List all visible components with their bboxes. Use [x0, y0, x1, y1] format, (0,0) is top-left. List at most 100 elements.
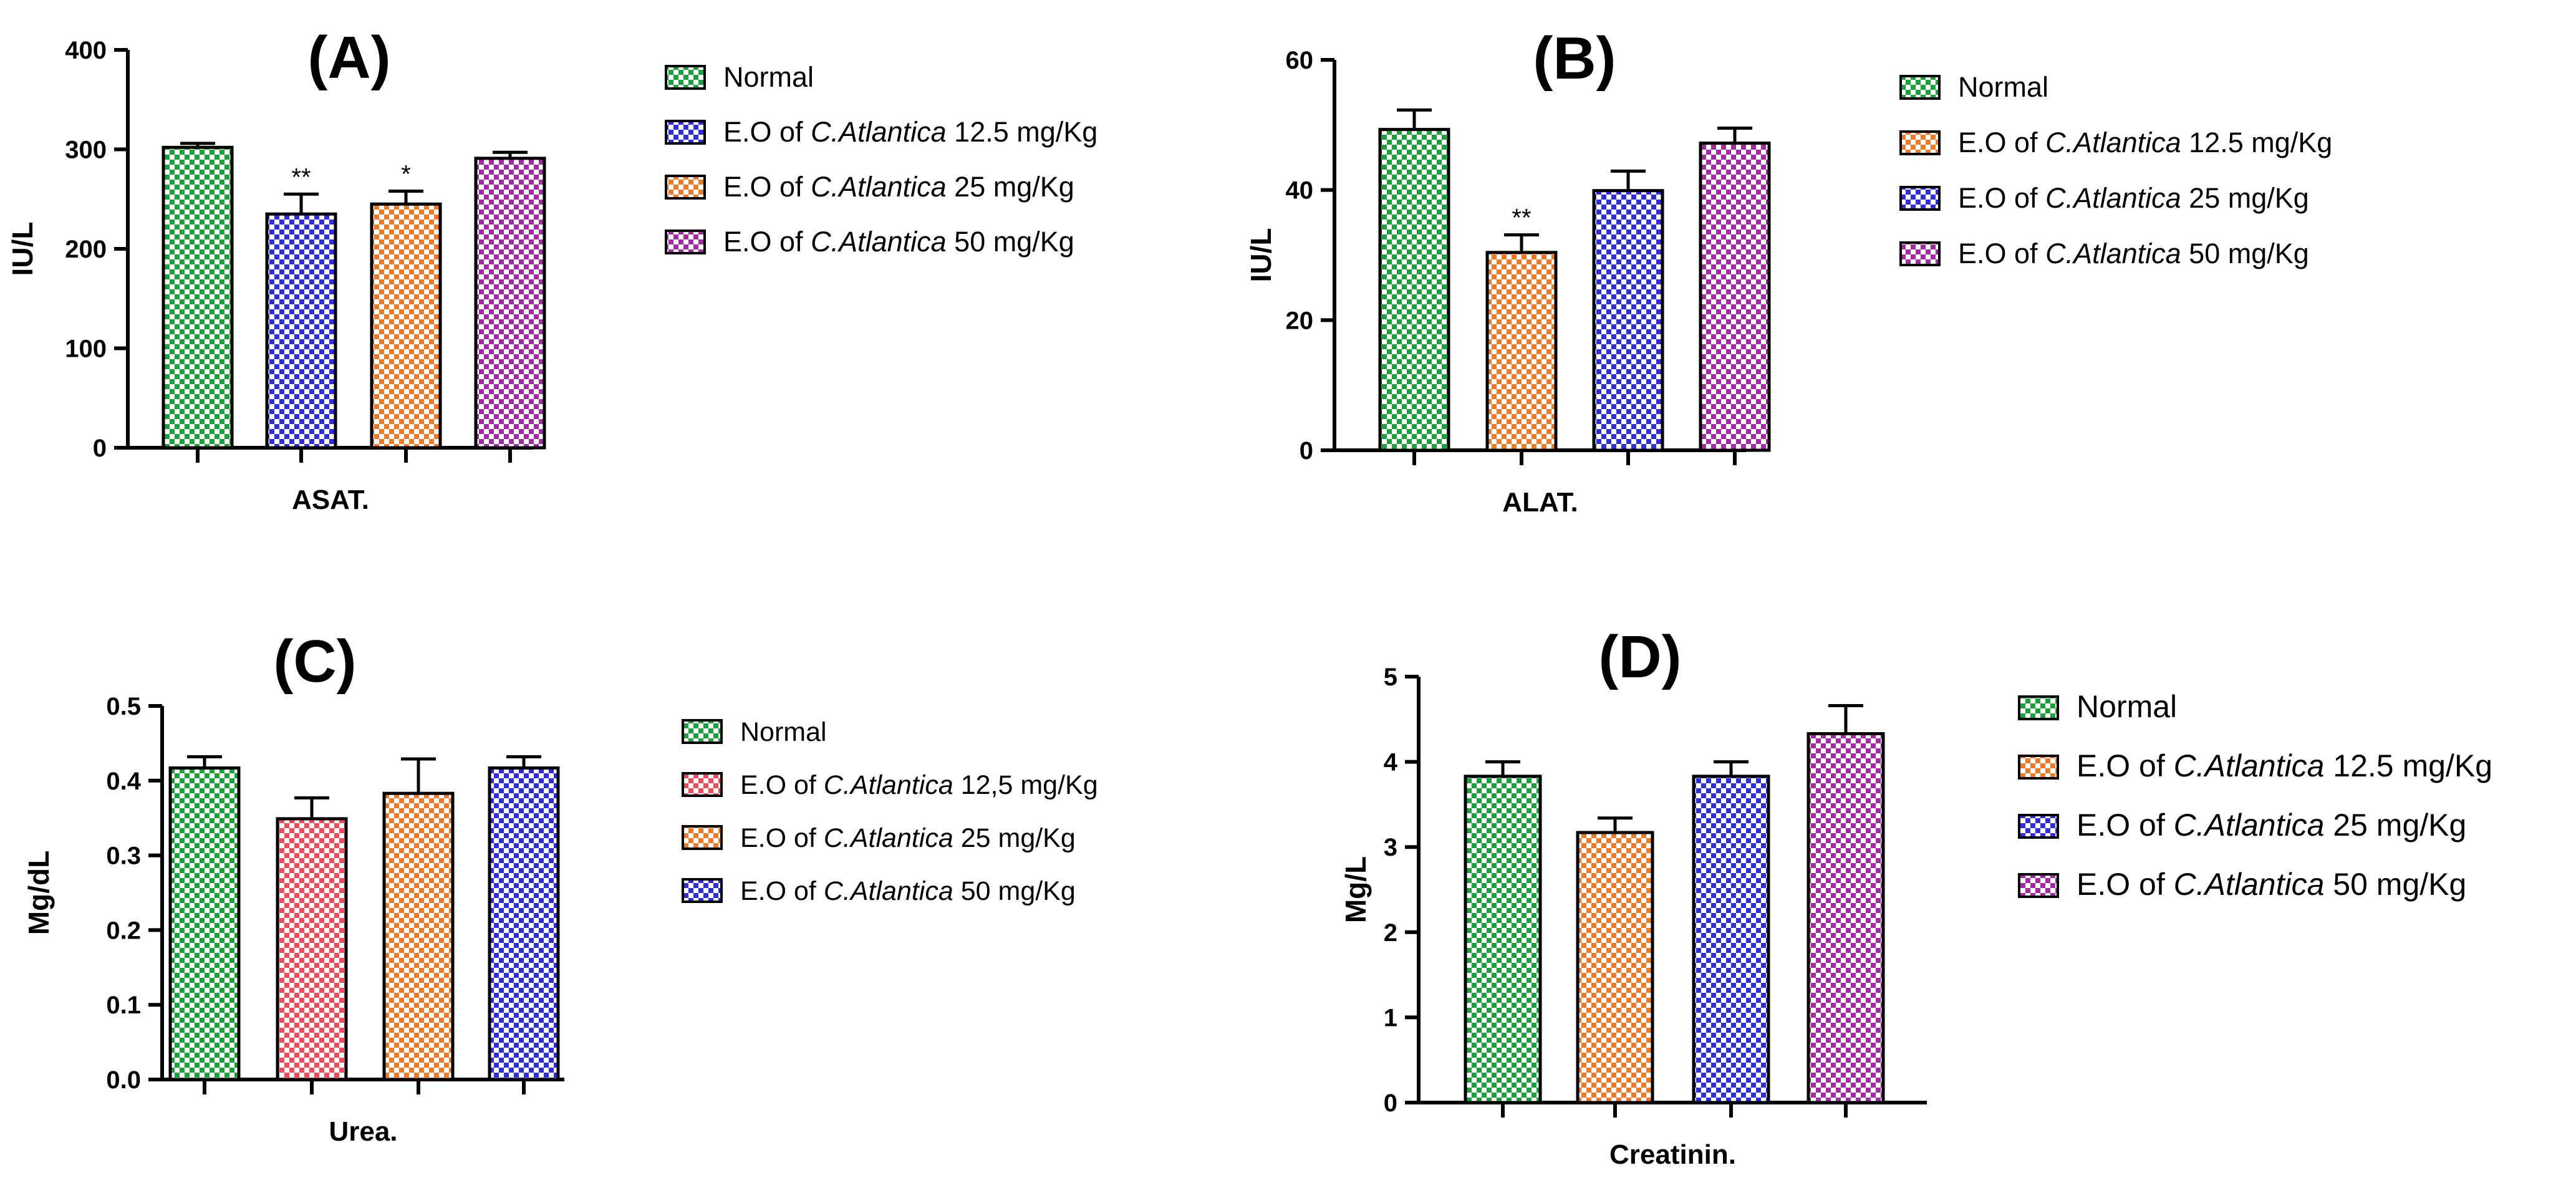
legend-swatch	[665, 120, 706, 145]
legend-label-prefix: E.O of	[1958, 238, 2045, 269]
panel-c: 0.0 0.1 0.2 0.3 0.4 0.5 Mg/dL Urea. (C) Normal E.O…	[22, 628, 1098, 1147]
bar-normal	[168, 766, 241, 1081]
legend-label-dose: 12,5 mg/Kg	[953, 770, 1098, 800]
legend-label-dose: 12.5 mg/Kg	[2181, 127, 2333, 158]
y-tick-label: 0.3	[106, 843, 141, 870]
legend-swatch	[682, 772, 723, 797]
bar-e-o-of-c-atlantica-50-mg-kg	[488, 766, 560, 1081]
legend-label-species: C.Atlantica	[811, 116, 947, 148]
legend-label-dose: 25 mg/Kg	[2181, 182, 2309, 214]
legend-label-prefix: E.O of	[723, 171, 811, 203]
y-tick-label: 0	[93, 435, 107, 462]
legend-label-dose: 50 mg/Kg	[953, 876, 1076, 906]
legend-label-prefix: E.O of	[740, 770, 824, 800]
legend-swatch	[2018, 814, 2059, 839]
bar-e-o-of-c-atlantica-50-mg-kg	[474, 157, 546, 450]
x-axis-label: ALAT.	[1502, 487, 1578, 518]
legend-swatch	[665, 229, 706, 254]
bar-e-o-of-c-atlantica-12-5-mg-kg	[276, 817, 348, 1081]
legend-label: E.O of C.Atlantica 12,5 mg/Kg	[740, 770, 1098, 800]
legend-swatch	[665, 65, 706, 90]
bar-e-o-of-c-atlantica-25-mg-kg	[382, 791, 455, 1081]
panel-b: 0 20 40 60 IU/L ** ALAT. (B) Normal E.O of C.Atla…	[1245, 25, 2332, 518]
y-tick-label: 100	[65, 336, 107, 363]
bar-e-o-of-c-atlantica-12-5-mg-kg	[1485, 251, 1558, 452]
legend-label-dose: 25 mg/Kg	[2324, 808, 2466, 843]
legend-label: E.O of C.Atlantica 12.5 mg/Kg	[1958, 127, 2332, 158]
y-axis-label: IU/L	[6, 222, 39, 276]
legend-swatch	[2018, 755, 2059, 780]
y-tick-label: 0	[1300, 437, 1313, 465]
legend-label: E.O of C.Atlantica 50 mg/Kg	[723, 226, 1074, 258]
legend-label-prefix: E.O of	[740, 823, 824, 853]
legend-label-species: C.Atlantica	[811, 226, 947, 258]
legend-swatch	[1899, 130, 1941, 155]
legend-label-species: C.Atlantica	[2045, 238, 2181, 269]
legend-label-prefix: E.O of	[2077, 808, 2174, 843]
panel-title: (B)	[1533, 25, 1616, 92]
y-tick-label: 300	[65, 137, 107, 164]
significance-marker: *	[401, 160, 411, 188]
legend-label-dose: 25 mg/Kg	[947, 171, 1074, 203]
legend-label-prefix: E.O of	[1958, 127, 2045, 158]
legend-label-prefix: E.O of	[723, 116, 811, 148]
y-tick-label: 200	[65, 236, 107, 263]
y-tick-label: 4	[1384, 749, 1398, 776]
legend-label: E.O of C.Atlantica 50 mg/Kg	[2077, 867, 2466, 902]
y-axis-label: Mg/dL	[22, 851, 55, 935]
y-tick-label: 20	[1286, 307, 1314, 334]
y-tick-label: 5	[1384, 664, 1397, 691]
legend-swatch	[665, 175, 706, 200]
panel-title: (D)	[1598, 624, 1681, 690]
legend-label-prefix: Normal	[1958, 71, 2048, 103]
legend-label-prefix: Normal	[740, 717, 827, 747]
x-axis-label: Urea.	[329, 1116, 397, 1147]
legend-label: Normal	[1958, 71, 2048, 103]
y-tick-label: 40	[1286, 177, 1314, 205]
x-axis-label: Creatinin.	[1609, 1139, 1736, 1170]
y-axis-label: IU/L	[1245, 228, 1277, 283]
legend-label-species: C.Atlantica	[2174, 808, 2325, 843]
y-tick-label: 2	[1384, 919, 1397, 947]
bar-e-o-of-c-atlantica-50-mg-kg	[1699, 142, 1771, 452]
legend-label-prefix: E.O of	[2077, 867, 2174, 902]
bar-e-o-of-c-atlantica-25-mg-kg	[1692, 775, 1770, 1104]
bar-e-o-of-c-atlantica-50-mg-kg	[1807, 732, 1885, 1104]
legend-label: E.O of C.Atlantica 25 mg/Kg	[1958, 182, 2309, 214]
y-tick-label: 400	[65, 37, 107, 64]
legend-swatch	[1899, 75, 1941, 100]
legend-label-species: C.Atlantica	[2174, 867, 2325, 902]
legend-label-species: C.Atlantica	[824, 823, 953, 853]
legend-swatch	[682, 719, 723, 744]
y-tick-label: 3	[1384, 834, 1397, 861]
legend-label-prefix: Normal	[2077, 689, 2177, 724]
legend-label: E.O of C.Atlantica 25 mg/Kg	[740, 823, 1076, 853]
y-tick-label: 0.4	[106, 768, 141, 795]
y-tick-label: 0.2	[106, 917, 141, 944]
legend-swatch	[1899, 186, 1941, 211]
legend-label-species: C.Atlantica	[824, 876, 953, 906]
y-tick-label: 60	[1286, 47, 1314, 74]
y-axis-label: Mg/L	[1339, 856, 1372, 923]
bar-e-o-of-c-atlantica-12-5-mg-kg	[1576, 831, 1654, 1104]
significance-marker: **	[1512, 205, 1531, 232]
legend-label-species: C.Atlantica	[2174, 748, 2325, 783]
legend-label-dose: 12.5 mg/Kg	[947, 116, 1098, 148]
panel-d: 0 1 2 3 4 5 Mg/L Creatinin. (D) Normal E.O of C.At…	[1339, 624, 2492, 1170]
legend-label-prefix: E.O of	[740, 876, 824, 906]
legend-label-prefix: E.O of	[2077, 748, 2174, 783]
legend-label: E.O of C.Atlantica 12.5 mg/Kg	[723, 116, 1097, 148]
x-axis-label: ASAT.	[292, 485, 369, 515]
panel-title: (A)	[307, 24, 390, 91]
legend-label: Normal	[723, 61, 814, 93]
legend-label: Normal	[2077, 689, 2177, 724]
legend-label-prefix: E.O of	[1958, 182, 2045, 214]
y-tick-label: 0.0	[106, 1066, 141, 1094]
bar-normal	[1378, 128, 1450, 452]
legend-label-species: C.Atlantica	[824, 770, 953, 800]
legend-swatch	[2018, 873, 2059, 898]
